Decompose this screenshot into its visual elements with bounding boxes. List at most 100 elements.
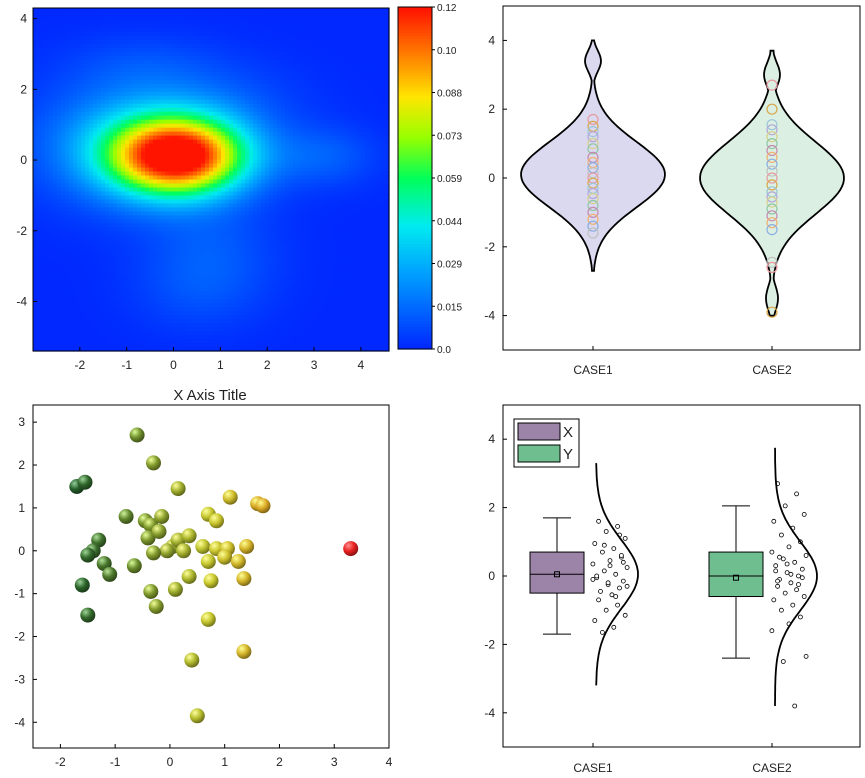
- heatmap-cell: [85, 231, 90, 236]
- heatmap-cell: [81, 79, 86, 85]
- heatmap-cell: [209, 51, 214, 57]
- heatmap-cell: [65, 339, 70, 344]
- heatmap-cell: [69, 191, 74, 197]
- heatmap-cell: [209, 107, 214, 113]
- heatmap-cell: [129, 299, 134, 304]
- heatmap-cell: [101, 331, 106, 336]
- heatmap-cell: [249, 127, 254, 133]
- heatmap-cell: [73, 79, 78, 85]
- heatmap-cell: [161, 107, 166, 113]
- heatmap-cell: [69, 159, 74, 165]
- heatmap-cell: [137, 199, 142, 205]
- heatmap-cell: [93, 231, 98, 236]
- heatmap-cell: [105, 59, 110, 65]
- heatmap-cell: [137, 83, 142, 89]
- heatmap-cell: [161, 299, 166, 304]
- heatmap-cell: [141, 139, 146, 145]
- heatmap-cell: [157, 199, 162, 205]
- heatmap-cell: [193, 11, 198, 17]
- heatmap-cell: [249, 67, 254, 73]
- heatmap-cell: [161, 343, 166, 348]
- heatmap-cell: [261, 83, 266, 89]
- heatmap-cell: [161, 183, 166, 189]
- heatmap-cell: [217, 227, 222, 232]
- heatmap-cell: [245, 71, 250, 77]
- heatmap-cell: [233, 15, 238, 21]
- heatmap-cell: [129, 259, 134, 264]
- heatmap-cell: [53, 71, 58, 77]
- heatmap-cell: [197, 195, 202, 201]
- heatmap-cell: [217, 99, 222, 105]
- heatmap-cell: [117, 79, 122, 85]
- heatmap-cell: [237, 251, 242, 256]
- heatmap-cell: [81, 267, 86, 272]
- heatmap-cell: [105, 243, 110, 248]
- heatmap-cell: [33, 135, 38, 141]
- heatmap-cell: [213, 67, 218, 73]
- heatmap-cell: [193, 127, 198, 133]
- heatmap-cell: [57, 263, 62, 268]
- heatmap-cell: [105, 203, 110, 209]
- heatmap-cell: [145, 139, 150, 145]
- heatmap-cell: [57, 27, 62, 33]
- heatmap-cell: [257, 111, 262, 117]
- heatmap-cell: [57, 295, 62, 300]
- heatmap-cell: [125, 31, 130, 37]
- heatmap-cell: [61, 8, 66, 13]
- heatmap-cell: [245, 175, 250, 181]
- heatmap-cell: [189, 107, 194, 113]
- heatmap-cell: [157, 175, 162, 181]
- heatmap-cell: [141, 275, 146, 280]
- heatmap-cell: [225, 23, 230, 29]
- heatmap-cell: [149, 271, 154, 276]
- heatmap-cell: [181, 91, 186, 97]
- heatmap-cell: [209, 243, 214, 248]
- heatmap-cell: [169, 87, 174, 93]
- heatmap-cell: [129, 27, 134, 33]
- heatmap-cell: [205, 199, 210, 205]
- heatmap-cell: [61, 235, 66, 240]
- heatmap-cell: [113, 183, 118, 189]
- heatmap-cell: [261, 203, 266, 209]
- heatmap-cell: [237, 55, 242, 61]
- heatmap-cell: [205, 63, 210, 69]
- heatmap-cell: [121, 115, 126, 121]
- heatmap-cell: [133, 179, 138, 185]
- heatmap-cell: [209, 331, 214, 336]
- heatmap-cell: [237, 71, 242, 77]
- heatmap-cell: [201, 203, 206, 209]
- heatmap-cell: [37, 211, 42, 216]
- heatmap-cell: [213, 335, 218, 340]
- heatmap-cell: [61, 219, 66, 224]
- heatmap-cell: [185, 291, 190, 296]
- heatmap-cell: [45, 207, 50, 213]
- heatmap-cell: [217, 47, 222, 53]
- heatmap-cell: [245, 235, 250, 240]
- heatmap-cell: [41, 307, 46, 312]
- heatmap-cell: [41, 235, 46, 240]
- heatmap-cell: [73, 27, 78, 33]
- heatmap-cell: [53, 295, 58, 300]
- heatmap-cell: [253, 55, 258, 61]
- heatmap-cell: [213, 243, 218, 248]
- heatmap-cell: [157, 123, 162, 129]
- heatmap-cell: [169, 75, 174, 81]
- heatmap-cell: [109, 15, 114, 21]
- heatmap-cell: [53, 259, 58, 264]
- heatmap-cell: [241, 59, 246, 65]
- heatmap-cell: [257, 103, 262, 109]
- heatmap-cell: [69, 43, 74, 49]
- heatmap-cell: [161, 119, 166, 125]
- heatmap-cell: [117, 199, 122, 205]
- heatmap-cell: [93, 23, 98, 29]
- heatmap-cell: [225, 99, 230, 105]
- heatmap-cell: [205, 215, 210, 220]
- heatmap-cell: [265, 35, 270, 41]
- heatmap-cell: [201, 91, 206, 97]
- heatmap-cell: [177, 227, 182, 232]
- heatmap-cell: [181, 55, 186, 61]
- heatmap-cell: [81, 163, 86, 169]
- heatmap-cell: [49, 283, 54, 288]
- heatmap-cell: [81, 143, 86, 149]
- heatmap-cell: [161, 255, 166, 260]
